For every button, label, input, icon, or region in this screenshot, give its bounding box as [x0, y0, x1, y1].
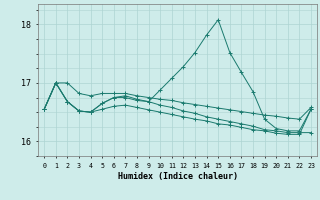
X-axis label: Humidex (Indice chaleur): Humidex (Indice chaleur): [118, 172, 238, 181]
